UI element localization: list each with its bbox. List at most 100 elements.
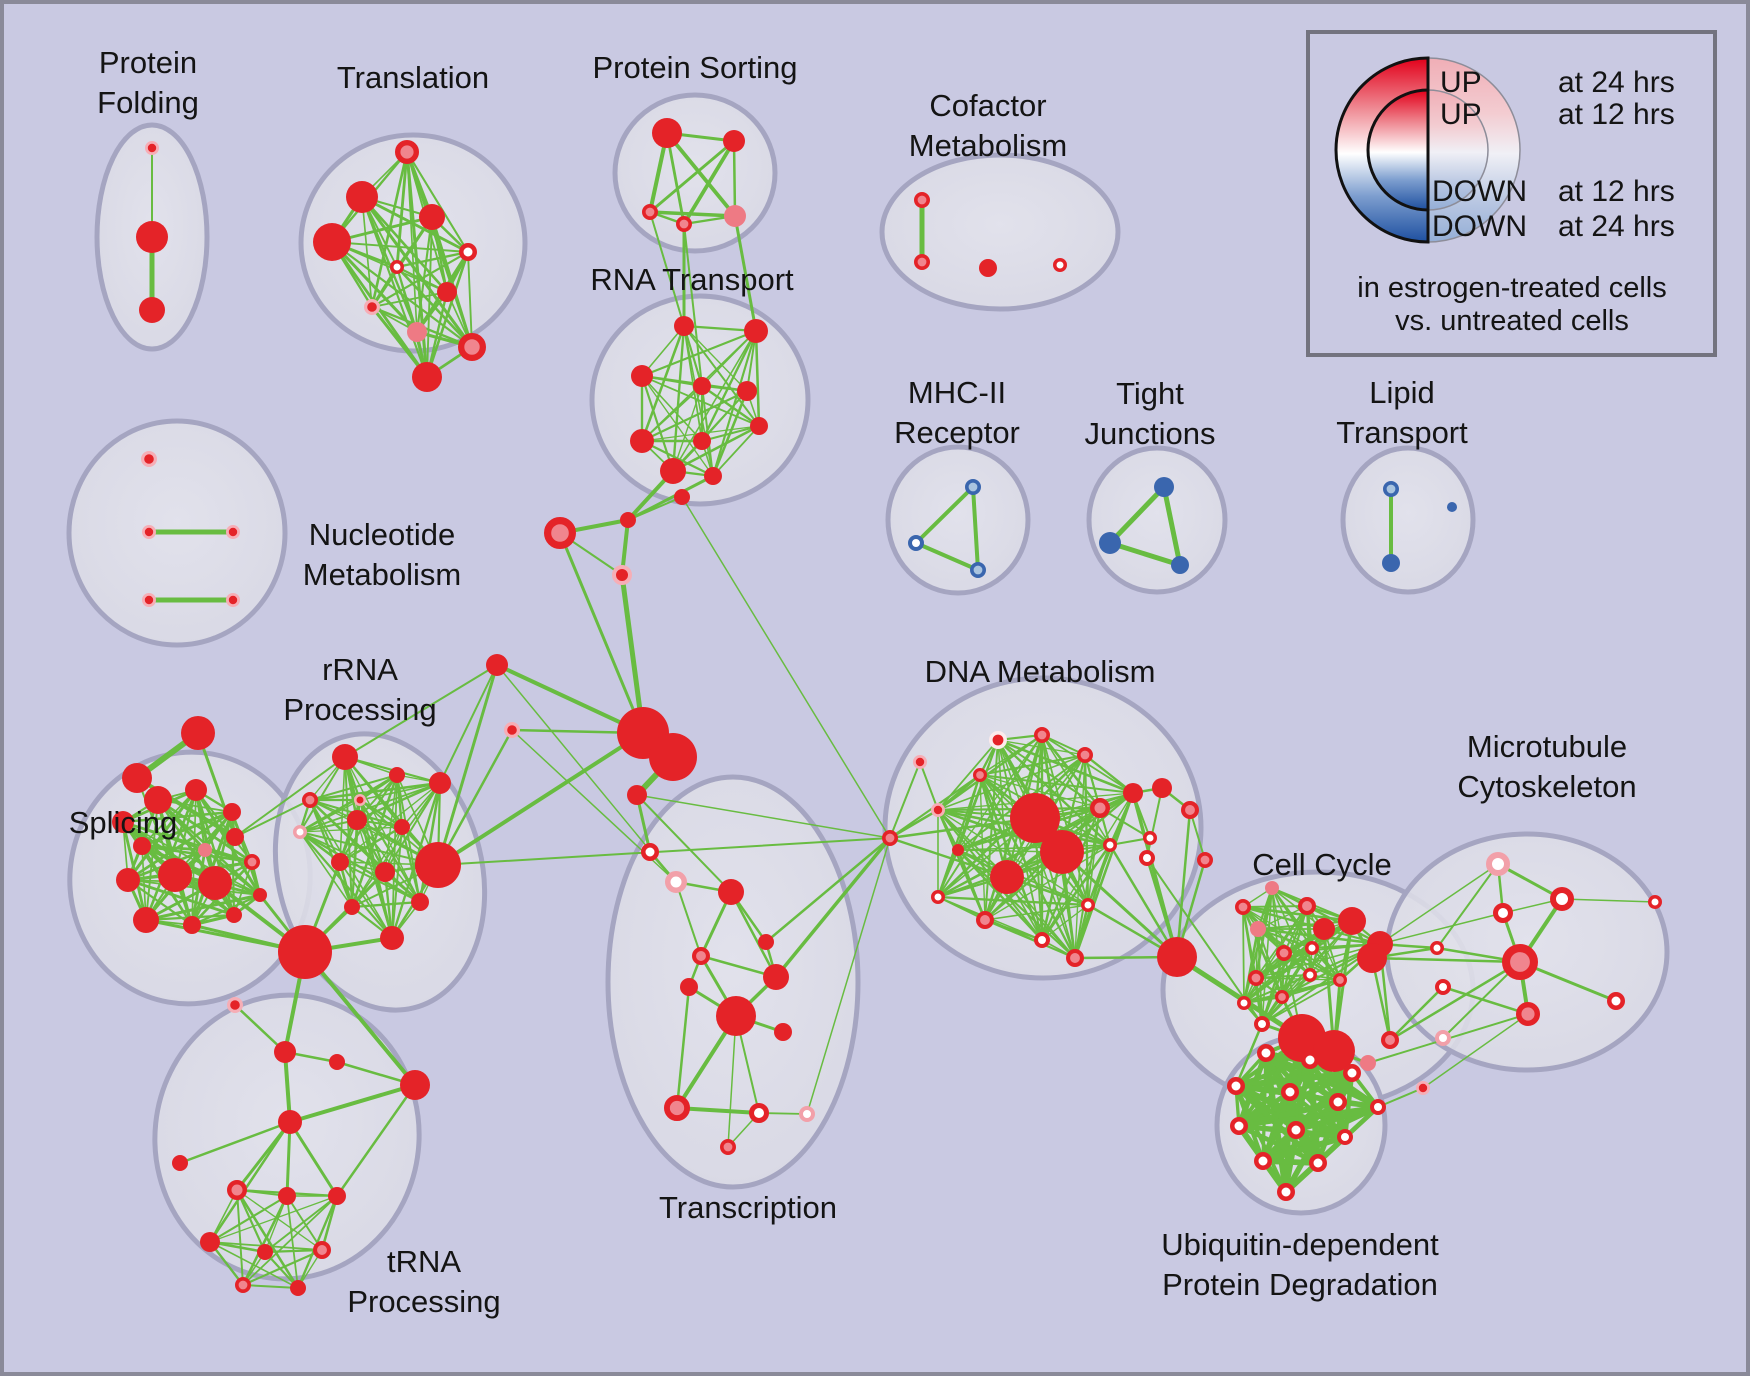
node-pink-ring-red-core (144, 140, 159, 155)
node-solid-red (274, 1041, 296, 1063)
cluster-ubiquitin-dependent-protein-degradation-label: Protein Degradation (1162, 1267, 1438, 1302)
node-pink-ring-red-core (504, 721, 521, 738)
node-pink-ring-red-core (227, 996, 244, 1013)
cluster-protein-folding-label: Protein (99, 45, 197, 80)
edge (729, 890, 778, 979)
node-red-ring-white-core (931, 890, 945, 904)
cluster-rrna-processing-label: rRNA (322, 652, 398, 687)
edge (209, 1195, 338, 1243)
node-solid-red (200, 1232, 220, 1252)
edge (331, 241, 469, 253)
edge (727, 1015, 737, 1148)
edge (1041, 734, 1089, 906)
node-red-ring-white-core (1337, 1129, 1353, 1145)
cluster-tight-junctions-region (1086, 445, 1228, 595)
edge (1260, 1158, 1321, 1166)
edge (350, 900, 422, 909)
edge (415, 215, 434, 334)
edge (426, 216, 433, 378)
edge (701, 425, 760, 442)
edge (360, 195, 470, 254)
edge (641, 375, 760, 427)
edge (675, 881, 702, 957)
node-solid-red (133, 837, 151, 855)
legend-up-12-time: at 12 hrs (1558, 98, 1675, 131)
node-solid-red (693, 377, 711, 395)
edge (195, 789, 253, 863)
legend-caption-line1: in estrogen-treated cells (1357, 272, 1667, 304)
edge (359, 782, 441, 801)
edge (141, 789, 197, 847)
node-red-ring-pink-core (1181, 801, 1200, 820)
node-red-ring-white-core (459, 243, 477, 261)
legend-up-24-direction: UP (1440, 66, 1482, 99)
node-red-ring-pink-core (312, 1241, 331, 1260)
edge (681, 496, 891, 839)
node-solid-red (347, 810, 367, 830)
edge (683, 223, 703, 387)
edge (359, 799, 386, 873)
cluster-cofactor-metabolism-label: Cofactor (929, 88, 1046, 123)
node-solid-red (744, 319, 768, 343)
node-red-ring-pink-core (1381, 1031, 1400, 1050)
edge (636, 794, 732, 893)
node-red-ring-pink-core (1332, 973, 1347, 988)
edge (425, 250, 470, 379)
legend: UP at 24 hrs UP at 12 hrs DOWN at 12 hrs… (1306, 30, 1717, 357)
node-solid-red (313, 223, 351, 261)
edge (136, 777, 176, 876)
edge (209, 1241, 299, 1289)
edge (936, 773, 982, 899)
cluster-mhc-ii-receptor-label: Receptor (894, 415, 1020, 450)
node-solid-red (278, 925, 332, 979)
node-solid-red (158, 858, 192, 892)
edge (339, 861, 393, 939)
edge (299, 756, 346, 833)
node-red-ring-white-core (1237, 996, 1251, 1010)
edge (971, 485, 980, 572)
node-solid-red (763, 964, 789, 990)
node-pink-ring-red-core (225, 593, 240, 608)
node-blue-solid (1382, 554, 1400, 572)
node-red-ring-pink-core (457, 332, 486, 361)
edge (371, 291, 448, 308)
edge (1236, 1089, 1293, 1129)
node-pink-solid (407, 322, 427, 342)
edge (672, 385, 703, 472)
cluster-dna-metabolism-label: DNA Metabolism (925, 654, 1156, 689)
edge (298, 773, 399, 834)
node-red-ring-white-core (749, 1103, 769, 1123)
edge (1236, 1104, 1381, 1129)
edge (343, 755, 440, 867)
node-blue-ring-light-core (964, 478, 981, 495)
cluster-rna-transport-label: RNA Transport (590, 262, 794, 297)
node-pink-solid (724, 205, 746, 227)
edge (1083, 753, 1135, 795)
node-solid-red (133, 907, 159, 933)
node-solid-red (389, 767, 405, 783)
edge (1259, 1133, 1349, 1165)
node-solid-red (116, 868, 140, 892)
node-solid-red (112, 811, 134, 833)
edge (640, 374, 675, 473)
node-red-ring-pink-core (641, 204, 658, 221)
node-red-ring-pink-core (973, 768, 988, 783)
node-solid-red (172, 1155, 188, 1171)
node-solid-red (627, 785, 647, 805)
edge (140, 844, 207, 852)
node-red-ring-pink-core (1197, 851, 1214, 868)
edge (233, 1003, 287, 1054)
node-red-ring-white-core (1143, 831, 1157, 845)
edge (467, 251, 473, 348)
edge (675, 1106, 761, 1115)
edge (436, 731, 645, 867)
node-red-ring-pink-core (881, 829, 898, 846)
node-solid-red (437, 282, 457, 302)
node-pink-ring-red-core (931, 803, 946, 818)
cluster-trna-processing-label: Processing (347, 1284, 500, 1319)
node-red-ring-pink-core (719, 1139, 736, 1156)
edge (1236, 1070, 1355, 1129)
edge (1254, 973, 1312, 980)
edge (1255, 977, 1341, 981)
